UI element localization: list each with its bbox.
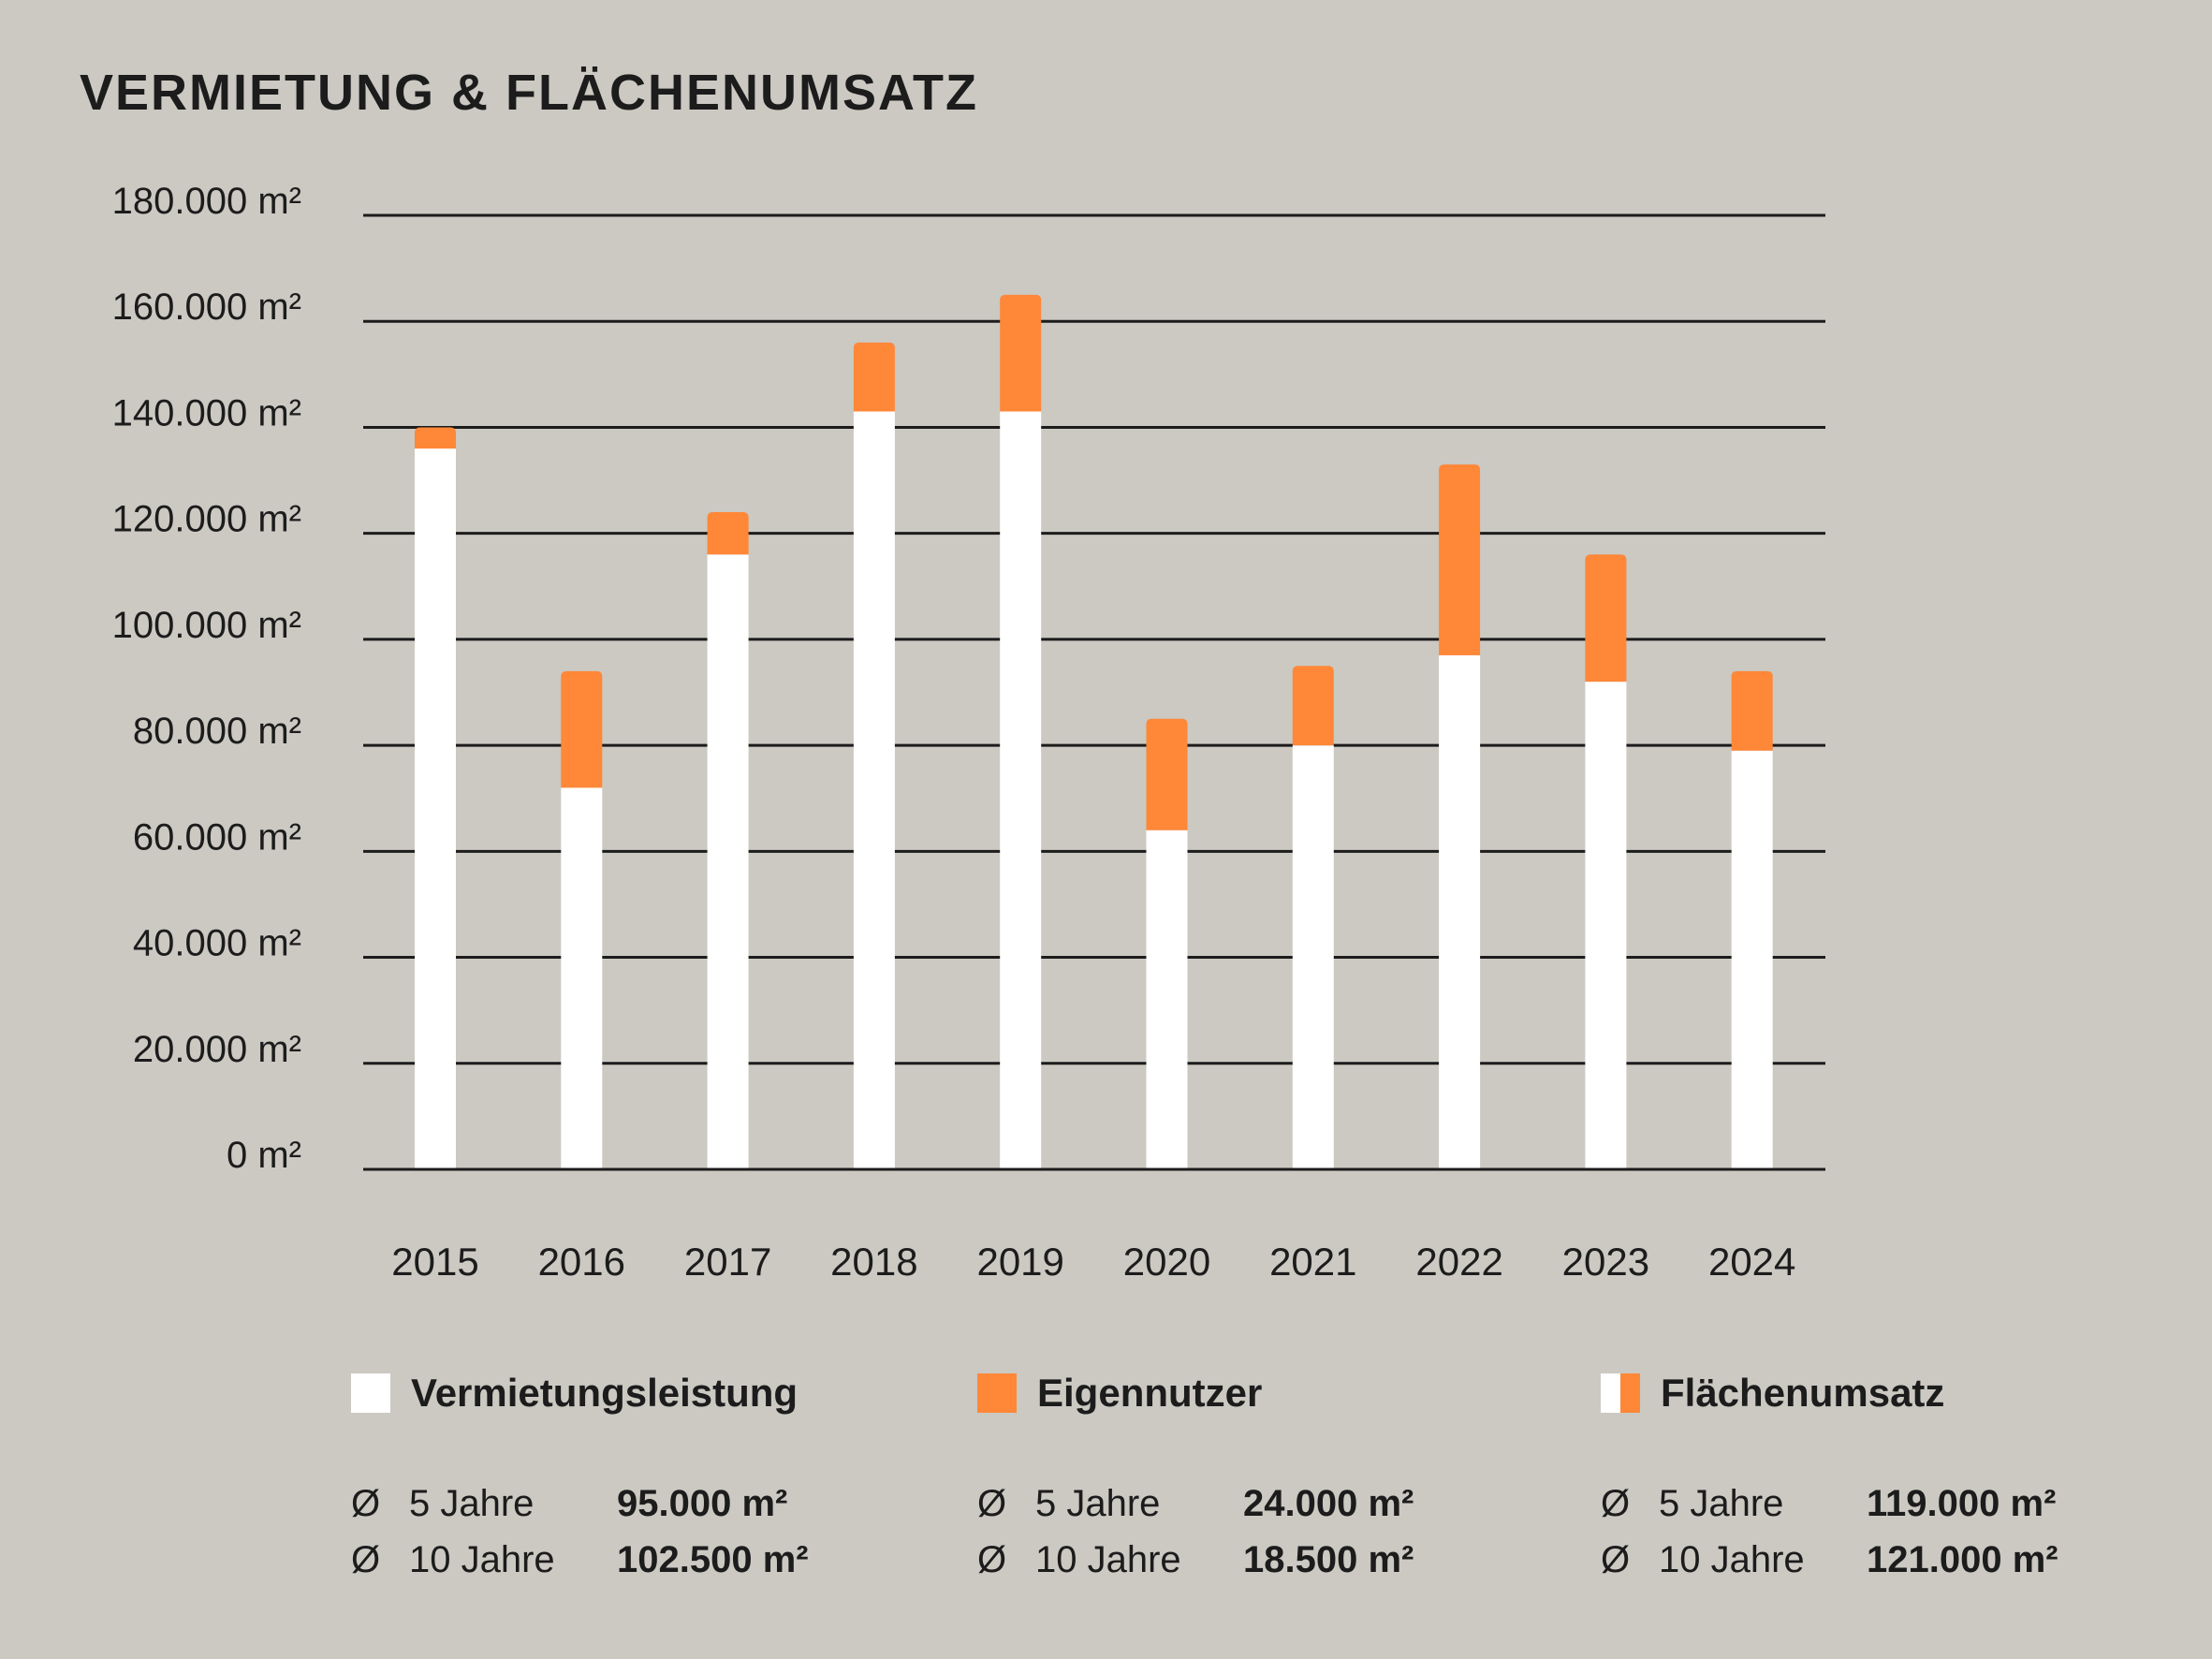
y-tick-label: 80.000 m² [133, 711, 301, 752]
stat-row: Ø 10 Jahre 18.500 m² [977, 1532, 1414, 1588]
stat-value: 24.000 m² [1243, 1482, 1414, 1524]
y-tick-label: 20.000 m² [133, 1029, 301, 1070]
legend-vermietungsleistung: Vermietungsleistung Ø 5 Jahre 95.000 m² … [351, 1367, 809, 1588]
y-tick-label: 100.000 m² [112, 605, 301, 646]
stat-value: 18.500 m² [1243, 1538, 1414, 1580]
x-tick-label: 2016 [538, 1240, 625, 1284]
stat-value: 95.000 m² [617, 1482, 788, 1524]
stat-row: Ø 5 Jahre 95.000 m² [351, 1475, 809, 1532]
bar-eigennutzer-2016 [561, 670, 603, 788]
x-tick-label: 2023 [1562, 1240, 1649, 1284]
x-tick-label: 2018 [830, 1240, 917, 1284]
bar-vermietungsleistung-2016 [561, 787, 603, 1169]
bar-vermietungsleistung-2023 [1585, 682, 1627, 1169]
y-tick-label: 120.000 m² [112, 499, 301, 540]
bar-vermietungsleistung-2015 [415, 448, 456, 1170]
x-tick-label: 2015 [391, 1240, 478, 1284]
legend-label: Vermietungsleistung [411, 1371, 798, 1415]
stat-value: 121.000 m² [1867, 1538, 2058, 1580]
bar-eigennutzer-2024 [1731, 670, 1773, 751]
avg-symbol: Ø [977, 1482, 1007, 1524]
bar-vermietungsleistung-2024 [1731, 750, 1773, 1169]
legend-eigennutzer: Eigennutzer Ø 5 Jahre 24.000 m² Ø 10 Jah… [977, 1367, 1414, 1588]
bar-eigennutzer-2018 [853, 342, 895, 412]
legend-label: Flächenumsatz [1661, 1371, 1945, 1415]
stat-label: 10 Jahre [1659, 1538, 1805, 1580]
x-tick-label: 2017 [684, 1240, 771, 1284]
avg-symbol: Ø [351, 1538, 381, 1580]
bar-eigennutzer-2021 [1292, 666, 1334, 746]
bar-vermietungsleistung-2017 [707, 554, 749, 1169]
stat-label: 10 Jahre [409, 1538, 555, 1580]
stat-row: Ø 5 Jahre 24.000 m² [977, 1475, 1414, 1532]
stat-row: Ø 10 Jahre 121.000 m² [1601, 1532, 2058, 1588]
bar-chart: 0 m² 20.000 m² 40.000 m² 60.000 m² 80.000 m²… [112, 181, 1825, 1284]
x-tick-label: 2021 [1269, 1240, 1356, 1284]
legend-swatch-flaechenumsatz [1601, 1373, 1640, 1413]
bar-eigennutzer-2022 [1439, 464, 1481, 655]
stat-value: 119.000 m² [1867, 1482, 2057, 1524]
bar-vermietungsleistung-2019 [1000, 411, 1042, 1169]
y-tick-label: 160.000 m² [112, 286, 301, 328]
stat-label: 5 Jahre [1659, 1482, 1784, 1524]
bar-vermietungsleistung-2018 [853, 411, 895, 1169]
stat-value: 102.500 m² [617, 1538, 809, 1580]
x-tick-label: 2019 [976, 1240, 1063, 1284]
stat-label: 5 Jahre [1035, 1482, 1161, 1524]
bar-eigennutzer-2020 [1146, 718, 1188, 830]
y-tick-label: 180.000 m² [112, 181, 301, 222]
y-tick-label: 140.000 m² [112, 392, 301, 433]
avg-symbol: Ø [1601, 1538, 1631, 1580]
bar-eigennutzer-2023 [1585, 554, 1627, 683]
bar-vermietungsleistung-2020 [1146, 830, 1188, 1169]
x-tick-label: 2020 [1123, 1240, 1210, 1284]
legend-label: Eigennutzer [1037, 1371, 1263, 1415]
y-tick-label: 0 m² [227, 1135, 301, 1176]
x-tick-label: 2024 [1708, 1240, 1795, 1284]
bar-vermietungsleistung-2021 [1292, 745, 1334, 1169]
stat-label: 5 Jahre [409, 1482, 535, 1524]
avg-symbol: Ø [977, 1538, 1007, 1580]
stat-row: Ø 10 Jahre 102.500 m² [351, 1532, 809, 1588]
bar-vermietungsleistung-2022 [1439, 654, 1481, 1169]
y-tick-label: 60.000 m² [133, 816, 301, 858]
x-tick-label: 2022 [1415, 1240, 1502, 1284]
bar-eigennutzer-2017 [707, 512, 749, 555]
legend-swatch-eigennutzer [977, 1373, 1017, 1413]
legend-swatch-vermietung [351, 1373, 390, 1413]
stat-label: 10 Jahre [1035, 1538, 1181, 1580]
bar-eigennutzer-2015 [415, 427, 456, 449]
avg-symbol: Ø [1601, 1482, 1631, 1524]
stat-row: Ø 5 Jahre 119.000 m² [1601, 1475, 2058, 1532]
bar-eigennutzer-2019 [1000, 294, 1042, 412]
chart-title: VERMIETUNG & FLÄCHENUMSATZ [80, 65, 978, 121]
y-tick-label: 40.000 m² [133, 923, 301, 964]
avg-symbol: Ø [351, 1482, 381, 1524]
legend-flaechenumsatz: Flächenumsatz Ø 5 Jahre 119.000 m² Ø 10 … [1601, 1367, 2058, 1588]
